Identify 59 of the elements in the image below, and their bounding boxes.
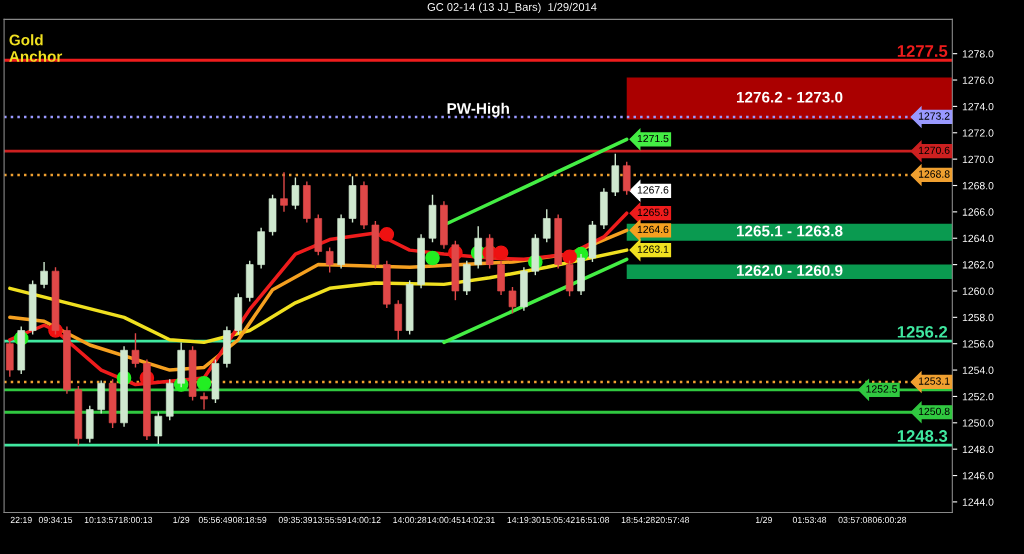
x-tick-label: 01:53:48 <box>792 516 827 524</box>
y-tick-label: 1266.0 <box>962 208 994 216</box>
chart-title: GC 02-14 (13 JJ_Bars) 1/29/2014 <box>427 2 597 14</box>
x-tick-label: 08:18:59 <box>233 516 267 524</box>
y-tick-label: 1250.0 <box>962 419 994 427</box>
x-tick-label: 14:00:28 <box>393 516 427 524</box>
y-tick-label: 1262.0 <box>962 261 994 269</box>
band-label: 1265.1 - 1263.8 <box>736 225 843 237</box>
x-tick-label: 16:51:08 <box>576 516 610 524</box>
x-tick-label: 13:55:59 <box>313 516 347 524</box>
x-tick-label: 14:00:45 <box>427 516 461 524</box>
annotation: PW-High <box>447 102 509 117</box>
data-label: 1263.1 <box>637 245 669 253</box>
y-tick-label: 1244.0 <box>962 498 994 506</box>
ref-line-label: 1268.8 <box>918 170 950 178</box>
x-tick-label: 06:00:28 <box>872 516 907 524</box>
x-tick-label: 1/29 <box>173 516 190 524</box>
x-tick-label: 10:13:57 <box>84 516 118 524</box>
x-tick-label: 03:57:08 <box>838 516 872 524</box>
data-label: 1265.9 <box>637 208 669 216</box>
band-label: 1276.2 - 1273.0 <box>736 91 843 103</box>
y-tick-label: 1274.0 <box>962 102 994 111</box>
y-tick-label: 1264.0 <box>962 234 994 243</box>
annotation: 1277.5 <box>897 45 948 57</box>
x-tick-label: 05:56:49 <box>198 516 233 524</box>
ref-line-label: 1250.8 <box>918 407 950 416</box>
y-tick-label: 1260.0 <box>962 287 994 295</box>
x-tick-label: 14:19:30 <box>507 516 541 524</box>
annotation: 1256.2 <box>897 325 948 338</box>
y-tick-label: 1278.0 <box>962 50 994 58</box>
y-tick-label: 1256.0 <box>962 340 994 348</box>
band-label: 1262.0 - 1260.9 <box>736 265 843 276</box>
data-label: 1264.6 <box>637 225 669 234</box>
y-tick-label: 1258.0 <box>962 313 994 322</box>
x-tick-label: 1/29 <box>755 516 772 524</box>
y-tick-label: 1270.0 <box>962 155 994 164</box>
data-label: 1271.5 <box>637 134 669 143</box>
x-tick-label: 09:34:15 <box>38 516 73 524</box>
x-tick-label: 18:54:28 <box>621 516 655 524</box>
y-tick-label: 1272.0 <box>962 129 994 137</box>
y-tick-label: 1268.0 <box>962 182 994 190</box>
ref-line-label: 1252.5 <box>866 385 898 393</box>
y-tick-label: 1248.0 <box>962 445 994 454</box>
annotation: 1248.3 <box>897 430 948 442</box>
x-tick-label: 14:00:12 <box>347 516 381 524</box>
x-tick-label: 22:19 <box>10 516 32 524</box>
ref-line-label: 1253.1 <box>918 377 950 385</box>
text: 1267.6 <box>637 186 669 194</box>
x-tick-label: 15:05:42 <box>541 516 575 524</box>
ref-line-label: 1273.2 <box>918 112 950 120</box>
x-tick-label: 20:57:48 <box>655 516 690 524</box>
x-tick-label: 09:35:39 <box>278 516 313 524</box>
y-tick-label: 1252.0 <box>962 392 994 401</box>
ref-line-label: 1270.6 <box>918 146 950 155</box>
x-tick-label: 18:00:13 <box>119 516 153 524</box>
y-tick-label: 1254.0 <box>962 366 994 374</box>
x-tick-label: 14:02:31 <box>461 516 495 524</box>
y-tick-label: 1276.0 <box>962 76 994 84</box>
y-tick-label: 1246.0 <box>962 472 994 480</box>
